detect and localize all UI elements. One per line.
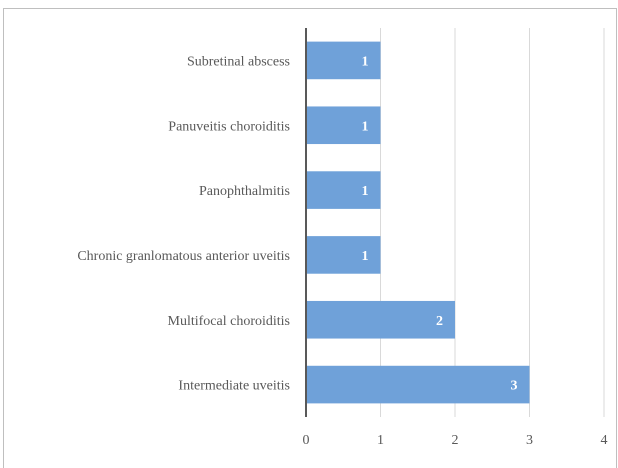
gridlines [380, 28, 605, 417]
bar [306, 236, 381, 274]
bars [306, 41, 530, 404]
x-tick-labels: 0 1 2 3 4 [303, 433, 608, 448]
data-label: 1 [362, 54, 369, 69]
data-label: 1 [362, 249, 369, 264]
category-label: Intermediate uveitis [178, 379, 290, 394]
data-labels: 1 1 1 1 2 3 [362, 54, 518, 393]
x-tick-label: 0 [303, 433, 310, 448]
x-tick-label: 4 [601, 433, 608, 448]
x-tick-label: 2 [452, 433, 459, 448]
bar [306, 41, 381, 80]
data-label: 1 [362, 184, 369, 199]
category-label: Panophthalmitis [199, 184, 290, 199]
bar [306, 365, 530, 404]
category-label: Chronic granlomatous anterior uveitis [77, 249, 290, 264]
bar [306, 300, 455, 339]
category-labels: Subretinal abscess Panuveitis choroiditis… [77, 54, 290, 393]
x-tick-label: 3 [526, 433, 533, 448]
data-label: 1 [362, 119, 369, 134]
category-label: Subretinal abscess [187, 54, 290, 69]
data-label: 2 [436, 314, 443, 329]
category-label: Panuveitis choroiditis [168, 119, 290, 134]
data-label: 3 [511, 379, 518, 394]
category-label: Multifocal choroiditis [168, 314, 290, 329]
x-tick-label: 1 [377, 433, 384, 448]
bar [306, 171, 381, 209]
bar [306, 106, 381, 145]
